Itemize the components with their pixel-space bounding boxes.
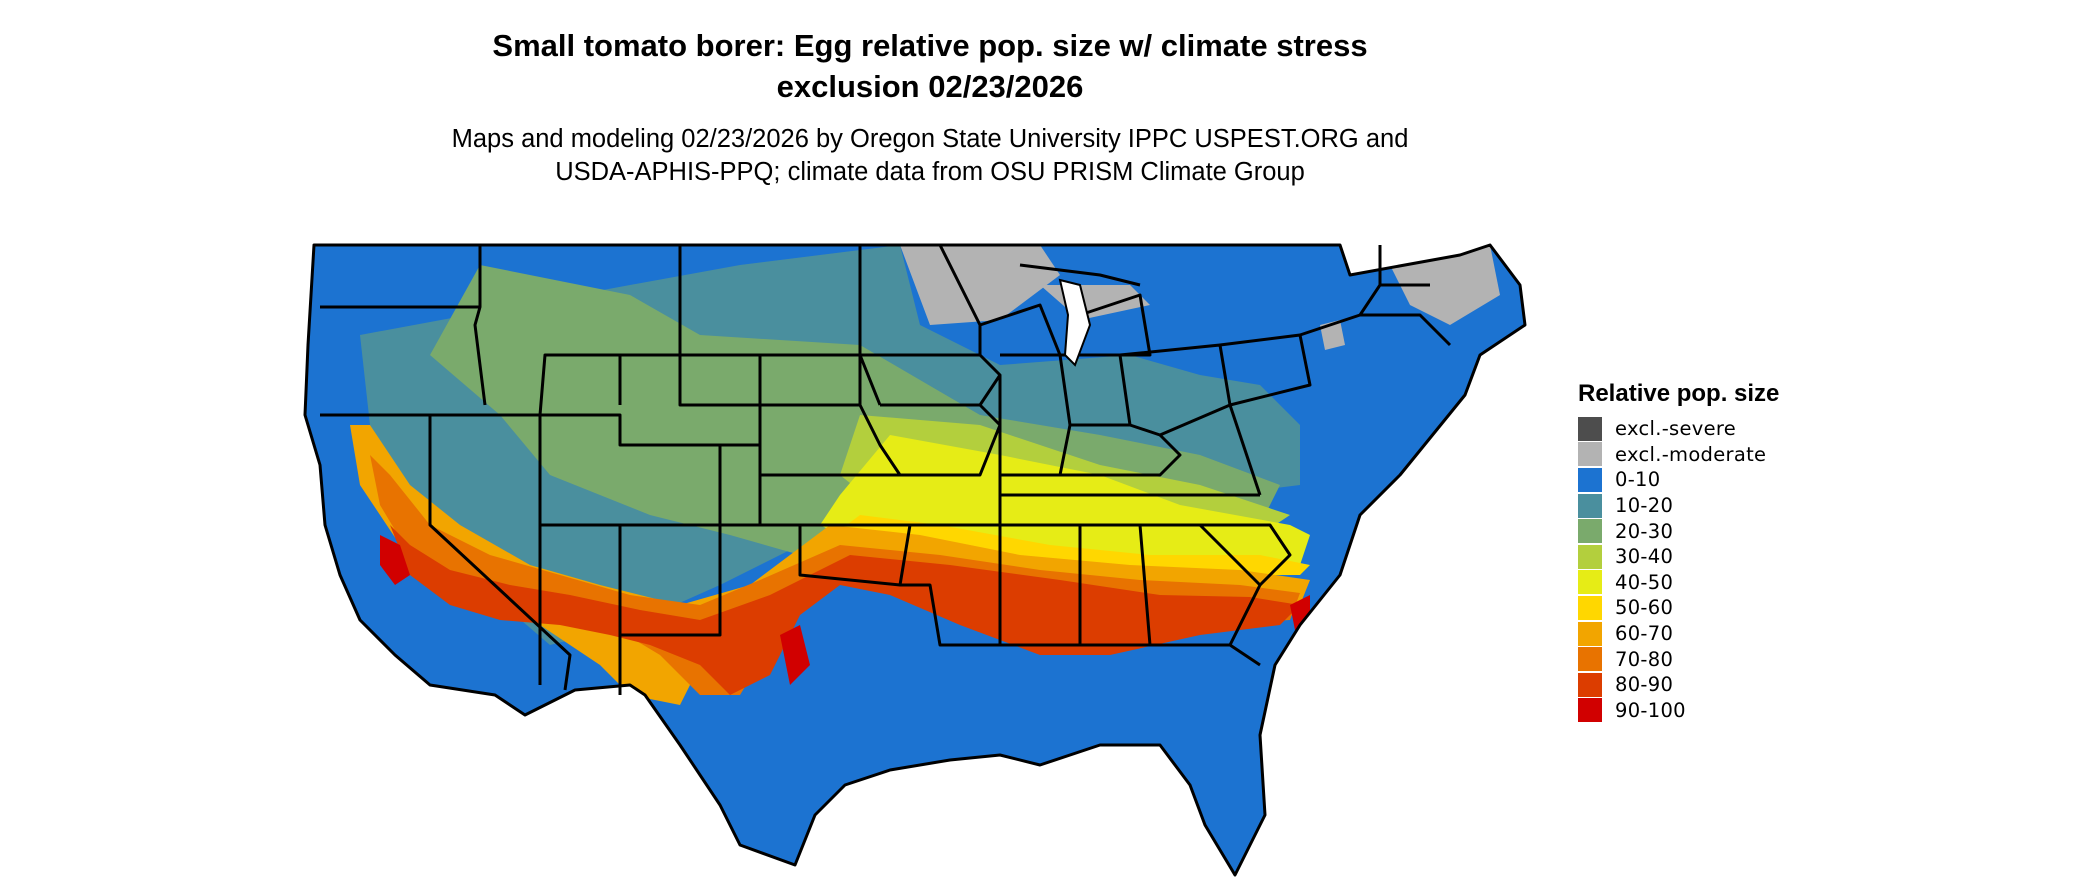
- legend-label: 40-50: [1615, 570, 1674, 594]
- border-wv-va: [1228, 404, 1262, 496]
- legend-label: 50-60: [1615, 596, 1674, 620]
- legend-label: excl.-severe: [1615, 417, 1737, 441]
- map-subtitle-line2: USDA-APHIS-PPQ; climate data from OSU PR…: [555, 158, 1305, 186]
- legend-item: 50-60: [1578, 595, 1779, 621]
- border-fl: [1150, 643, 1261, 667]
- zone-90-100-nm: [780, 625, 810, 685]
- border-ms: [1000, 523, 1082, 647]
- legend-item: 0-10: [1578, 467, 1779, 493]
- legend-label: 20-30: [1615, 519, 1674, 543]
- legend-label: 70-80: [1615, 647, 1674, 671]
- border-sc: [1200, 523, 1292, 587]
- legend-swatch: [1578, 698, 1602, 723]
- border-nm: [620, 445, 722, 637]
- legend-title: Relative pop. size: [1578, 380, 1780, 407]
- legend-item: excl.-moderate: [1578, 442, 1779, 468]
- border-pa: [1219, 333, 1312, 407]
- legend-label: 10-20: [1615, 494, 1674, 518]
- legend-item: 10-20: [1578, 493, 1779, 519]
- legend: Relative pop. size excl.-severe excl.-mod…: [1578, 380, 1779, 723]
- legend-swatch: [1578, 519, 1602, 544]
- state-borders: [303, 243, 1527, 877]
- border-wi: [979, 303, 1062, 356]
- legend-label: 90-100: [1615, 698, 1686, 722]
- legend-item: 80-90: [1578, 672, 1779, 698]
- border-id: [490, 353, 620, 417]
- border-la: [900, 525, 1002, 647]
- legend-label: excl.-moderate: [1615, 442, 1767, 466]
- border-ok-tx: [720, 523, 912, 587]
- legend-swatch: [1578, 595, 1602, 620]
- map-title-line2: exclusion 02/23/2026: [776, 69, 1084, 104]
- legend-item: excl.-severe: [1578, 416, 1779, 442]
- legend-swatch: [1578, 570, 1602, 595]
- legend-item: 70-80: [1578, 646, 1779, 672]
- border-ia-mo: [880, 353, 1002, 407]
- border-ky: [1000, 433, 1182, 477]
- map-subtitle-line1: Maps and modeling 02/23/2026 by Oregon S…: [451, 125, 1409, 153]
- border-al: [1080, 523, 1152, 647]
- legend-label: 80-90: [1615, 673, 1674, 697]
- lake-michigan: [1058, 278, 1092, 367]
- legend-item: 30-40: [1578, 544, 1779, 570]
- legend-label: 60-70: [1615, 622, 1674, 646]
- great-lakes: [1058, 278, 1092, 367]
- us-outline: [303, 243, 1527, 877]
- heatmap-layer: [305, 245, 1525, 875]
- zone-90-100-ca: [380, 535, 410, 585]
- legend-swatch: [1578, 621, 1602, 646]
- legend-label: 30-40: [1615, 545, 1674, 569]
- legend-swatch: [1578, 442, 1602, 467]
- border-mi-up: [1019, 263, 1141, 287]
- border-wa-or: [320, 305, 487, 406]
- legend-swatch: [1578, 647, 1602, 672]
- border-ne: [760, 403, 902, 476]
- border-in-oh: [1060, 353, 1132, 427]
- legend-items: excl.-severe excl.-moderate 0-10 10-20 20-30…: [1578, 416, 1779, 723]
- legend-item: 20-30: [1578, 518, 1779, 544]
- legend-swatch: [1578, 672, 1602, 697]
- border-mo: [900, 403, 1002, 477]
- border-ca-nv: [428, 415, 572, 691]
- legend-swatch: [1578, 544, 1602, 569]
- legend-swatch: [1578, 416, 1602, 441]
- legend-item: 90-100: [1578, 698, 1779, 724]
- zone-80-90: [390, 525, 1300, 695]
- legend-swatch: [1578, 467, 1602, 492]
- legend-item: 60-70: [1578, 621, 1779, 647]
- legend-label: 0-10: [1615, 468, 1661, 492]
- border-ne-states: [1360, 313, 1452, 347]
- map-title-line1: Small tomato borer: Egg relative pop. si…: [492, 28, 1368, 63]
- border-mi: [1079, 293, 1152, 357]
- legend-item: 40-50: [1578, 570, 1779, 596]
- us-population-map: [303, 243, 1527, 877]
- border-ny: [1299, 245, 1382, 337]
- legend-swatch: [1578, 493, 1602, 518]
